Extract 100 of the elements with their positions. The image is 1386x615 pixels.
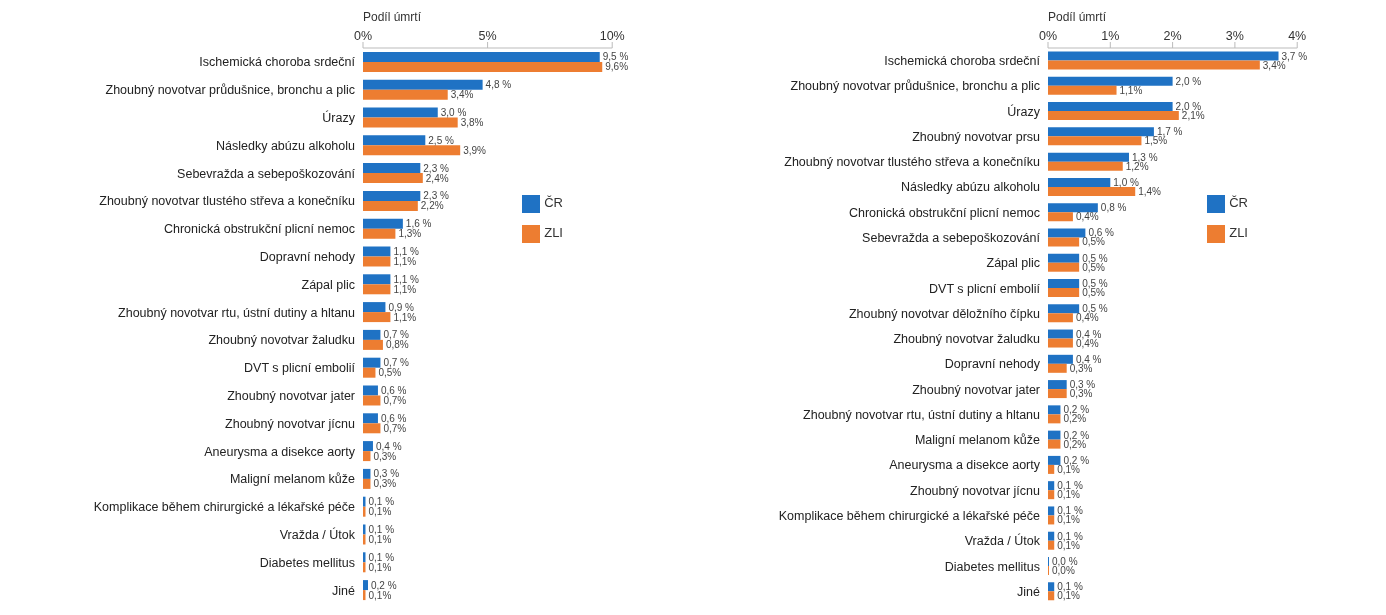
x-axis-title: Podíl úmrtí [363,10,422,24]
y-tick-label: Zhoubný novotvar žaludku [893,332,1041,347]
data-label: 0,2% [1063,438,1087,450]
bar [1048,430,1061,440]
bar [1048,363,1067,373]
y-tick-label: Komplikace během chirurgické a lékařské péče [93,500,356,515]
legend-label: ZLI [544,225,563,240]
bar [1048,228,1086,238]
bar [363,200,418,211]
data-label: 0,7% [383,422,407,434]
data-label: 0,2 % [370,579,397,591]
data-label: 0,1% [368,533,392,545]
y-tick-label: Zápal plic [301,277,355,292]
bar [363,451,371,462]
bar [363,79,483,90]
y-tick-label: Zhoubný novotvar průdušnice, bronchu a plic [105,83,355,98]
bar [1048,464,1055,474]
data-label: 0,1% [368,589,392,601]
data-label: 1,3 % [1131,151,1158,163]
data-label: 3,7 % [1281,50,1308,62]
y-tick-label: Zhoubný novotvar jícnu [910,483,1041,498]
y-tick-label: Komplikace během chirurgické a lékařské péče [778,508,1041,523]
bar [363,135,426,146]
data-label: 2,3 % [423,190,449,202]
data-label: 2,3 % [423,162,449,174]
legend-label: ZLI [1229,225,1248,240]
bar [1048,102,1173,112]
y-tick-label: DVT s plicní embolií [244,361,356,376]
bar [1048,76,1173,86]
data-label: 0,1% [368,561,392,573]
y-tick-label: Zhoubný novotvar rtu, ústní dutiny a hltanu [118,305,356,320]
bar [1048,127,1154,137]
data-label: 2,0 % [1175,101,1202,113]
data-label: 0,3% [1069,388,1093,400]
data-label: 1,1% [1119,84,1143,96]
data-label: 0,6 % [380,412,407,424]
bar [363,163,421,174]
data-label: 0,2% [1063,413,1087,425]
data-label: 0,5% [1082,236,1106,248]
bar [1048,161,1123,171]
bar [363,312,391,323]
bar [1048,287,1080,297]
bar [1048,405,1061,415]
data-label: 0,5% [378,367,402,379]
bar [363,367,376,378]
bar [1048,111,1179,121]
bar [1048,481,1055,491]
bar [363,385,378,396]
data-label: 0,1 % [368,496,395,508]
bar [363,302,386,313]
y-tick-label: Zhoubný novotvar děložního čípku [848,306,1041,321]
bar [1048,414,1061,424]
y-tick-label: Diabetes mellitus [259,555,355,570]
bar [1048,531,1055,541]
x-tick-label: 1% [1101,29,1120,43]
bar [363,117,458,128]
bar [363,441,373,452]
y-tick-label: Zhoubný novotvar prsu [912,129,1041,144]
y-tick-label: Ischemická choroba srdeční [884,54,1041,69]
y-tick-label: Zhoubný novotvar tlustého střeva a konečníku [784,155,1041,170]
bar [1048,329,1073,339]
y-tick-label: Chronická obstrukční plicní nemoc [848,205,1040,220]
data-label: 2,2% [420,200,444,212]
bar [363,468,371,479]
data-label: 9,5 % [602,51,629,63]
data-label: 0,8 % [1100,202,1127,214]
data-label: 2,0 % [1175,75,1202,87]
data-label: 0,8% [385,339,409,351]
bar [1048,253,1080,263]
data-label: 1,3% [398,228,422,240]
data-label: 0,3% [373,478,397,490]
y-tick-label: Vražda / Útok [964,533,1041,549]
data-label: 1,1 % [393,273,420,285]
y-tick-label: Diabetes mellitus [944,559,1040,574]
bar [1048,212,1073,222]
data-label: 3,9% [463,144,487,156]
bar [1048,177,1111,187]
bar [1048,152,1129,162]
data-label: 1,4% [1138,185,1162,197]
data-label: 0,7 % [383,329,410,341]
bar [1048,237,1080,247]
bar [1048,439,1061,449]
data-label: 0,5 % [1082,303,1108,315]
y-tick-label: Jiné [332,583,356,598]
data-label: 2,4% [425,172,449,184]
x-tick-label: 5% [478,29,497,43]
y-tick-label: Sebevražda a sebepoškozování [862,230,1041,245]
data-label: 3,4% [1262,59,1286,71]
data-label: 0,1% [1057,514,1081,526]
legend-label: ČR [1229,195,1248,210]
data-label: 0,4% [1075,312,1099,324]
x-axis-title: Podíl úmrtí [1048,10,1107,24]
data-label: 1,1 % [393,245,420,257]
bar [1048,278,1080,288]
data-label: 0,4 % [375,440,402,452]
x-tick-label: 4% [1288,29,1307,43]
y-tick-label: Následky abúzu alkoholu [901,180,1041,195]
y-tick-label: Aneurysma a disekce aorty [889,458,1041,473]
y-tick-label: Chronická obstrukční plicní nemoc [163,222,355,237]
data-label: 0,4 % [1075,328,1102,340]
